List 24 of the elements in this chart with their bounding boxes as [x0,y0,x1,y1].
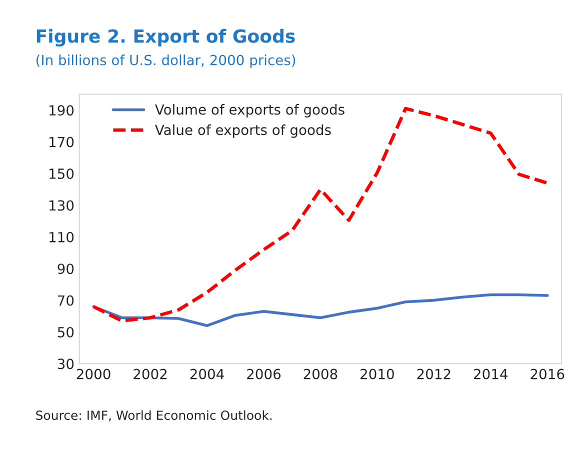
legend-label: Volume of exports of goods [154,104,344,118]
legend-label: Value of exports of goods [154,124,331,138]
x-tick-label: 2014 [474,368,508,380]
y-tick-label: 190 [50,105,74,116]
y-tick-label: 50 [58,326,74,338]
y-tick-label: 150 [50,168,74,179]
x-tick-label: 2006 [247,368,281,380]
x-tick-label: 2016 [530,368,564,380]
x-tick-label: 2012 [417,368,450,380]
x-tick-label: 2008 [304,368,338,380]
chart-subtitle: (In billions of U.S. dollar, 2000 prices) [36,54,296,68]
line-series [92,293,549,328]
y-tick-label: 170 [50,136,74,148]
y-tick-label: 30 [58,358,74,370]
x-tick-label: 2010 [360,368,394,380]
y-tick-label: 110 [50,232,74,242]
y-tick-label: 90 [58,264,74,274]
source-note: Source: IMF, World Economic Outlook. [36,410,272,422]
x-tick-label: 2002 [134,368,167,380]
x-tick-label: 2004 [190,368,224,380]
y-tick-label: 130 [50,200,74,211]
y-tick-label: 70 [58,295,74,306]
x-tick-label: 2000 [76,368,110,380]
chart-title: Figure 2. Export of Goods [36,28,295,47]
